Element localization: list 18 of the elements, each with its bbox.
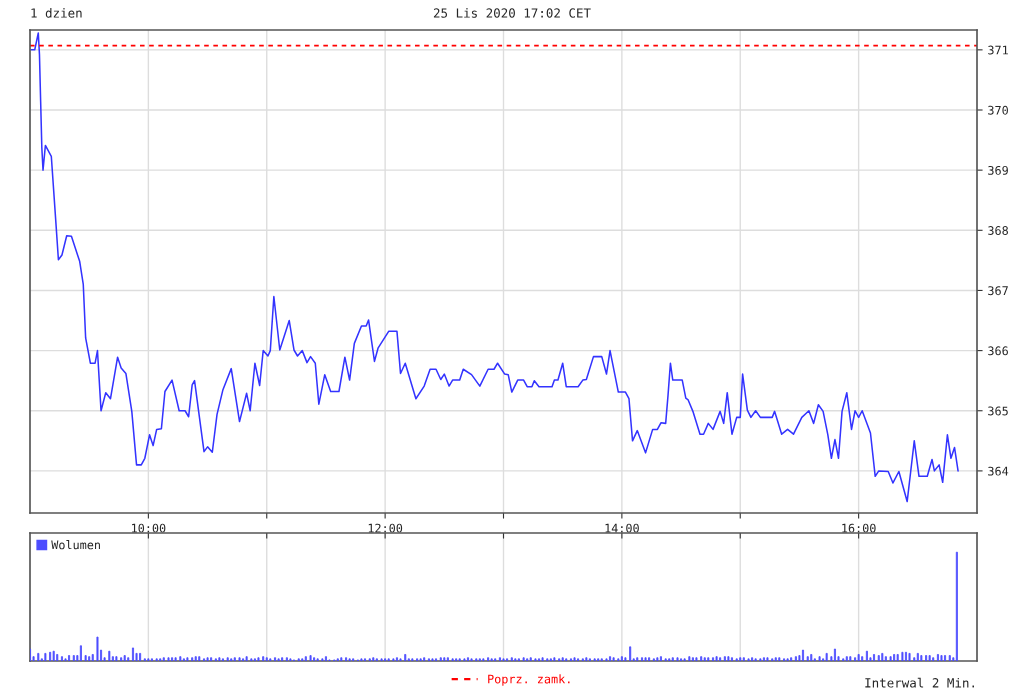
y-tick-label: 368 — [988, 226, 1008, 235]
y-tick-label: 366 — [988, 346, 1008, 356]
legend-label: Wolumen — [51, 540, 100, 550]
y-tick-label: 370 — [988, 105, 1008, 115]
y-tick-label: 367 — [988, 286, 1008, 296]
x-tick-label: 12:00 — [368, 523, 403, 533]
y-tick-label: 364 — [988, 466, 1009, 476]
y-tick-label: 365 — [988, 406, 1008, 416]
y-tick-label: 369 — [988, 165, 1008, 175]
x-tick-label: 16:00 — [842, 523, 876, 533]
line-series — [30, 32, 959, 503]
x-tick-label: 14:00 — [605, 523, 639, 533]
y-tick-label: 371 — [988, 45, 1008, 55]
legend-label: Poprz. zamk. — [488, 674, 570, 686]
chart-title: 1 dzien — [31, 8, 82, 18]
text: Interwal 2 Min. — [865, 677, 974, 688]
text: 25 Lis 2020 17:02 CET — [433, 8, 591, 18]
x-tick-label: 10:00 — [132, 523, 166, 533]
